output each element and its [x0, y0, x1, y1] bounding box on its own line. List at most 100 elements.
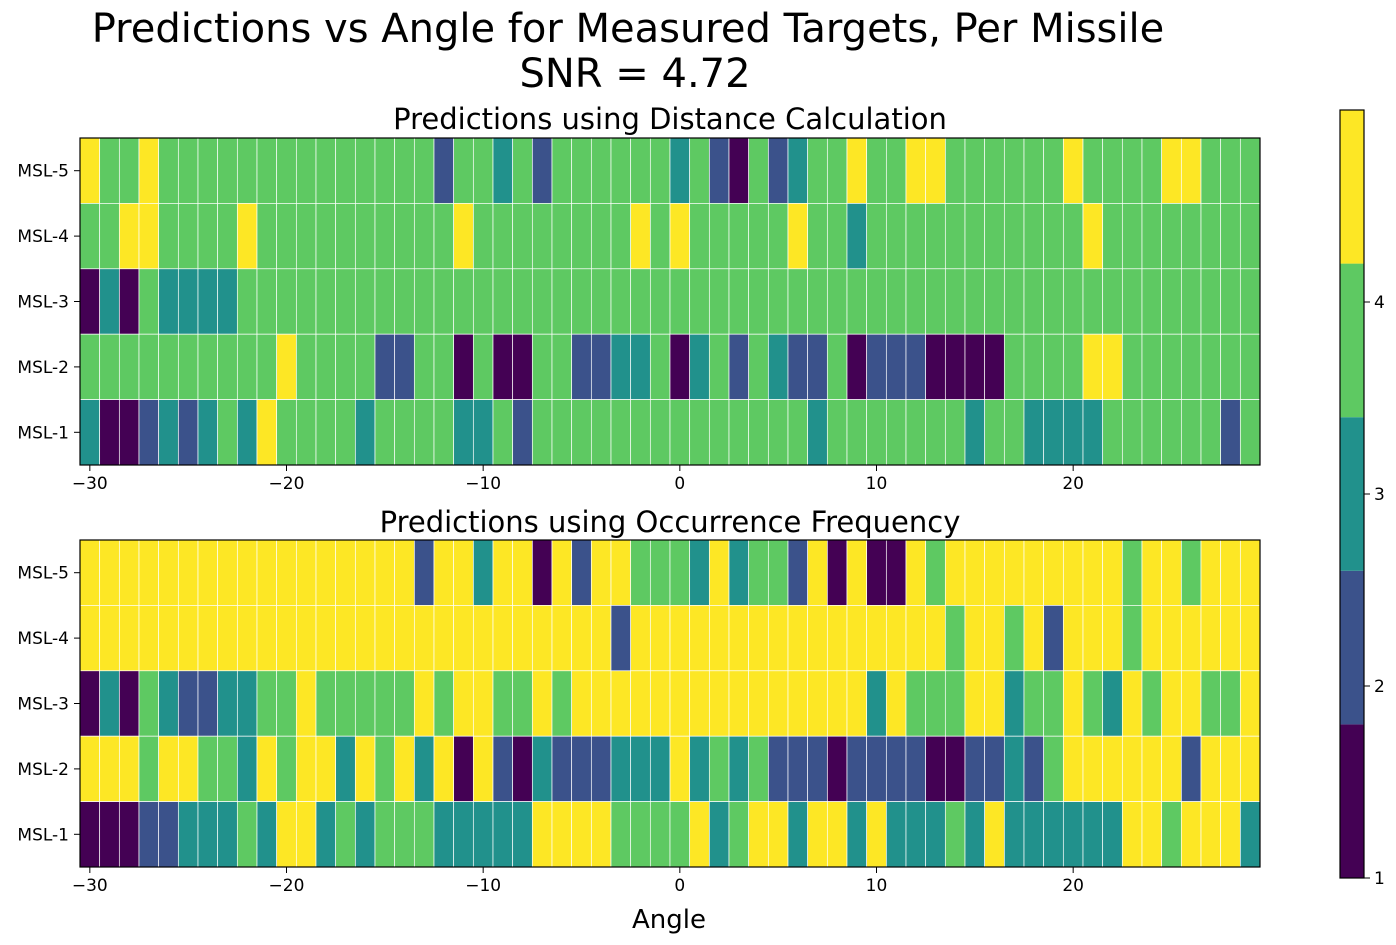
heatmap-cell	[1121, 735, 1143, 802]
heatmap-cell	[708, 333, 730, 400]
heatmap-cell	[571, 399, 592, 465]
heatmap-cell	[1003, 203, 1025, 270]
heatmap-cell	[590, 399, 612, 465]
heatmap-cell	[394, 670, 415, 737]
heatmap-cell	[217, 333, 238, 400]
heatmap-cell	[236, 540, 258, 606]
heatmap-cell	[807, 670, 828, 737]
heatmap-cell	[1141, 268, 1163, 335]
heatmap-cell	[197, 333, 219, 400]
heatmap-cell	[571, 801, 592, 867]
heatmap-cell	[512, 670, 533, 737]
heatmap-cell	[197, 605, 219, 672]
heatmap-cell	[905, 268, 927, 335]
heatmap-cell	[1023, 399, 1045, 465]
y-tick-label: MSL-2	[17, 358, 69, 378]
heatmap-cell	[217, 399, 238, 465]
heatmap-cell	[964, 540, 986, 606]
heatmap-cell	[1082, 540, 1104, 606]
heatmap-cell	[964, 670, 986, 737]
heatmap-cell	[728, 801, 750, 867]
heatmap-cell	[807, 268, 828, 335]
x-axis-label: Angle	[632, 905, 706, 935]
heatmap-cell	[1043, 138, 1064, 204]
heatmap-cell	[295, 399, 317, 465]
heatmap-cell	[1180, 138, 1202, 204]
heatmap-cell	[590, 735, 612, 802]
heatmap-cell	[1102, 399, 1123, 465]
heatmap-cell	[846, 801, 868, 867]
heatmap-cell	[1141, 540, 1163, 606]
heatmap-cell	[787, 801, 809, 867]
heatmap-cell	[925, 268, 946, 335]
heatmap-cell	[335, 399, 356, 465]
heatmap-cell	[99, 203, 120, 270]
heatmap-cell	[1003, 801, 1025, 867]
heatmap-cell	[944, 268, 966, 335]
heatmap-cell	[138, 399, 160, 465]
heatmap-cell	[630, 540, 651, 606]
heatmap-cell	[256, 268, 278, 335]
heatmap-cell	[649, 605, 671, 672]
heatmap-cell	[846, 605, 868, 672]
heatmap-cell	[177, 670, 199, 737]
heatmap-cell	[905, 138, 927, 204]
heatmap-cell	[295, 670, 317, 737]
heatmap-cell	[453, 670, 474, 737]
heatmap-cell	[590, 605, 612, 672]
heatmap-cell	[885, 268, 907, 335]
heatmap-cell	[610, 138, 632, 204]
heatmap-cell	[354, 203, 376, 270]
heatmap-cell	[118, 138, 140, 204]
heatmap-cell	[118, 333, 140, 400]
heatmap-cell	[767, 333, 789, 400]
heatmap-cell	[1239, 399, 1260, 465]
heatmap-cell	[925, 605, 946, 672]
heatmap-cell	[866, 605, 887, 672]
heatmap-cell	[492, 203, 514, 270]
heatmap-cell	[984, 540, 1005, 606]
figure-title: Predictions vs Angle for Measured Target…	[92, 6, 1164, 52]
heatmap-cell	[964, 138, 986, 204]
heatmap-cell	[1082, 670, 1104, 737]
heatmap-cell	[256, 138, 278, 204]
heatmap-cell	[197, 138, 219, 204]
heatmap-cell	[689, 801, 710, 867]
heatmap-cell	[1220, 801, 1241, 867]
heatmap-cell	[1180, 399, 1202, 465]
heatmap-cell	[708, 801, 730, 867]
heatmap-cell	[984, 735, 1005, 802]
heatmap-cell	[1082, 735, 1104, 802]
heatmap-cell	[1220, 333, 1241, 400]
heatmap-cell	[767, 399, 789, 465]
heatmap-cell	[256, 399, 278, 465]
heatmap-cell	[610, 801, 632, 867]
colorbar-tick-label: 3	[1374, 485, 1385, 505]
y-tick-label: MSL-1	[17, 825, 69, 845]
heatmap-cell	[551, 203, 573, 270]
heatmap-cell	[807, 605, 828, 672]
heatmap-cell	[197, 540, 219, 606]
heatmap-cell	[787, 605, 809, 672]
heatmap-cell	[689, 735, 710, 802]
heatmap-cell	[236, 268, 258, 335]
heatmap-cell	[689, 203, 710, 270]
heatmap-cell	[1003, 138, 1025, 204]
heatmap-cell	[276, 333, 297, 400]
heatmap-cell	[767, 203, 789, 270]
heatmap-cell	[826, 605, 848, 672]
heatmap-cell	[256, 801, 278, 867]
heatmap-cell	[944, 540, 966, 606]
heatmap-cell	[649, 333, 671, 400]
colorbar-segment	[1340, 110, 1364, 264]
heatmap-cell	[295, 735, 317, 802]
heatmap-cell	[354, 268, 376, 335]
heatmap-cell	[335, 801, 356, 867]
heatmap-cell	[905, 540, 927, 606]
heatmap-cell	[1161, 801, 1182, 867]
heatmap-cell	[1062, 670, 1084, 737]
heatmap-cell	[689, 399, 710, 465]
heatmap-cell	[1220, 399, 1241, 465]
heatmap-cell	[767, 540, 789, 606]
heatmap-cell	[767, 138, 789, 204]
